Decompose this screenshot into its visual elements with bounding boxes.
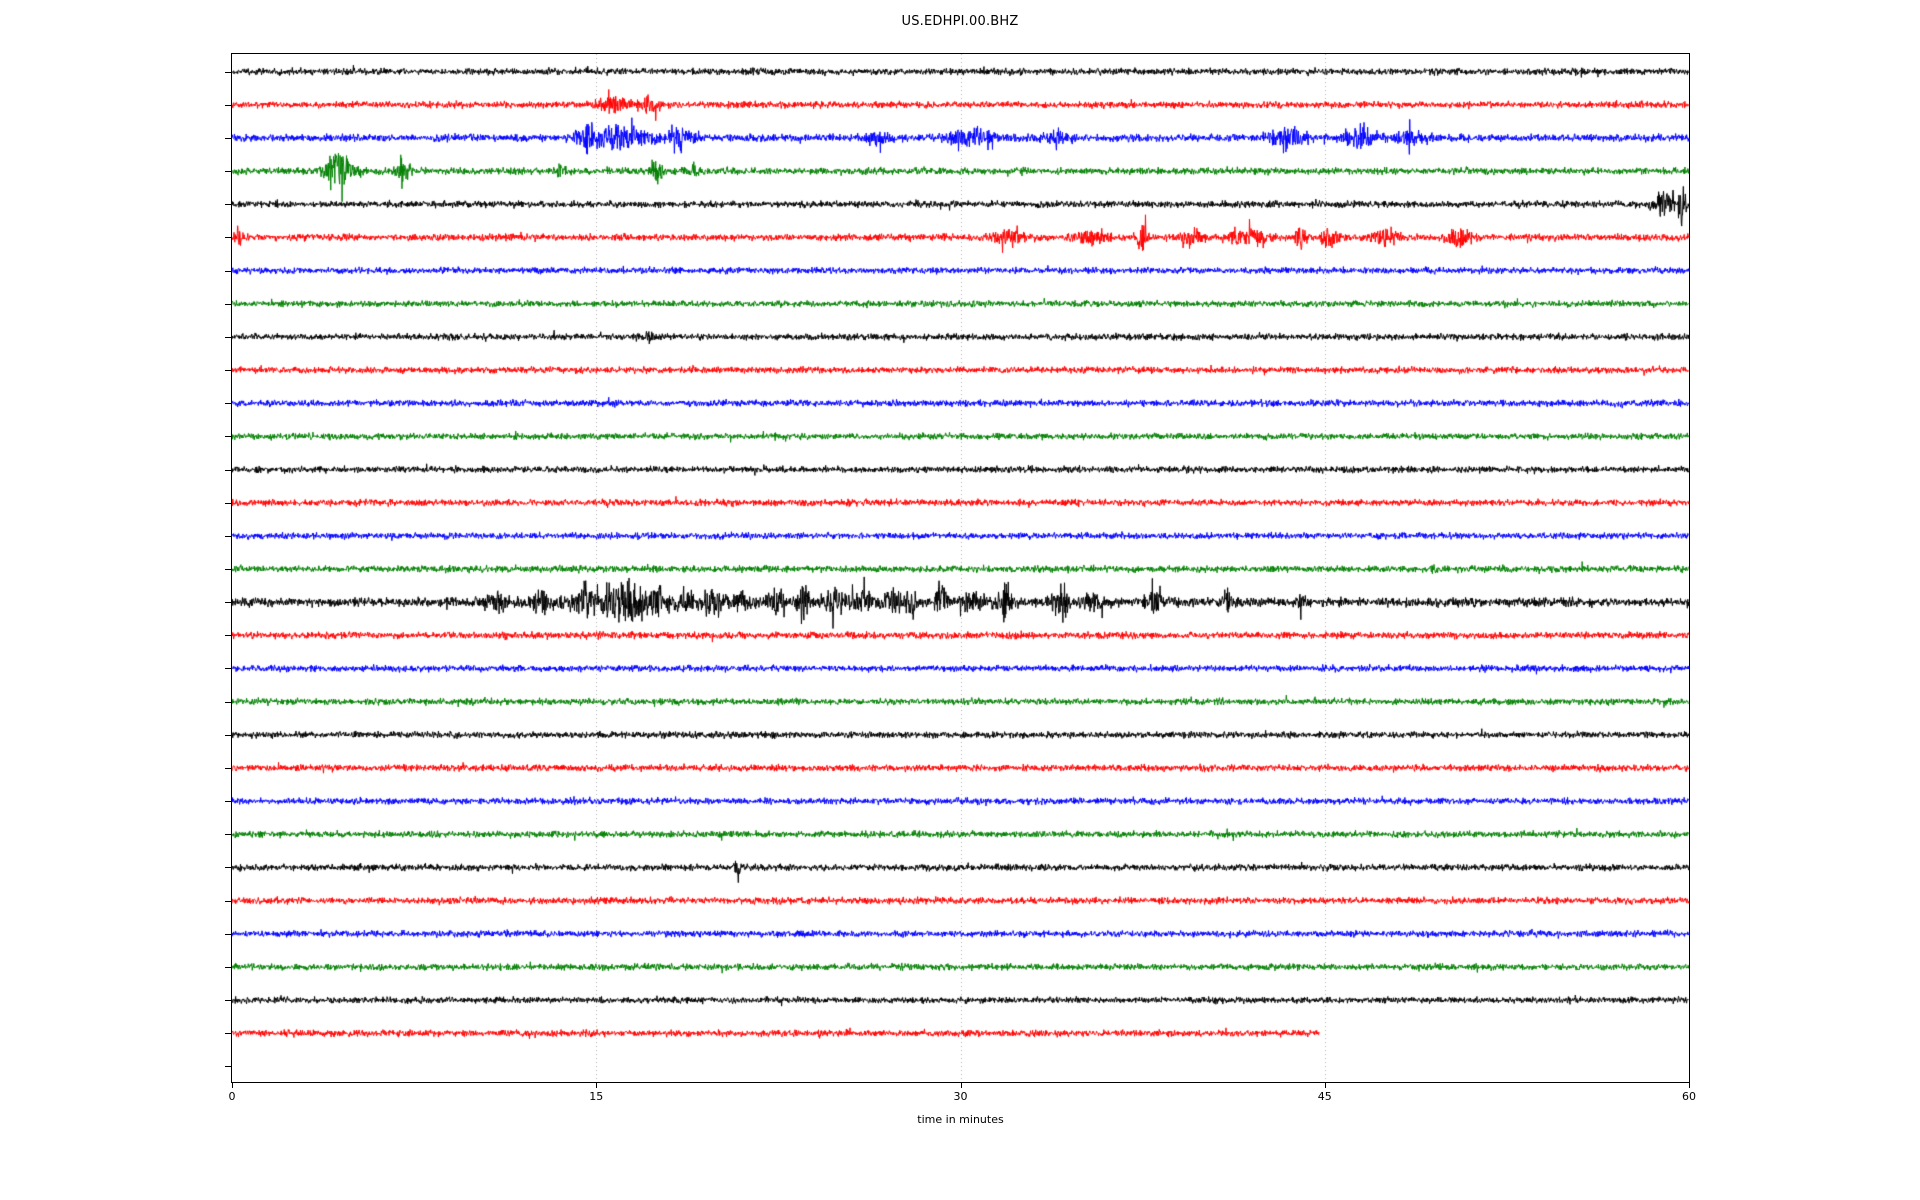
- x-axis-tick-mark: [596, 1083, 598, 1088]
- x-axis-tick-label: 15: [589, 1090, 604, 1103]
- y-axis-tick-mark: [225, 701, 231, 703]
- plot-area: [231, 53, 1690, 1083]
- y-axis-tick-mark: [225, 535, 231, 537]
- y-axis-tick-labels: 00:00:0901:00:0902:00:0903:00:0904:00:09…: [0, 0, 231, 1200]
- y-axis-tick-mark: [225, 436, 231, 438]
- y-axis-tick-mark: [225, 71, 231, 73]
- y-axis-tick-mark: [225, 270, 231, 272]
- x-axis-tick-label: 0: [228, 1090, 236, 1103]
- y-axis-tick-mark: [225, 900, 231, 902]
- y-axis-tick-mark: [225, 867, 231, 869]
- y-axis-tick-mark: [225, 1033, 231, 1035]
- x-axis-tick-mark: [1324, 1083, 1326, 1088]
- x-axis-tick-mark: [232, 1083, 233, 1088]
- y-axis-tick-mark: [225, 370, 231, 372]
- helicorder-traces-canvas: [232, 54, 1689, 1082]
- y-axis-tick-mark: [225, 933, 231, 935]
- y-axis-tick-mark: [225, 237, 231, 239]
- y-axis-tick-mark: [225, 734, 231, 736]
- x-axis-tick-label: 60: [1682, 1090, 1696, 1103]
- y-axis-tick-mark: [225, 801, 231, 803]
- x-axis-tick-label: 45: [1317, 1090, 1332, 1103]
- y-axis-tick-mark: [225, 137, 231, 139]
- y-axis-tick-mark: [225, 1066, 231, 1068]
- y-axis-tick-mark: [225, 204, 231, 206]
- x-axis-tick-mark: [1689, 1083, 1690, 1088]
- x-axis-tick-label: 30: [953, 1090, 968, 1103]
- y-axis-tick-mark: [225, 966, 231, 968]
- page-title: US.EDHPI.00.BHZ: [901, 14, 1019, 29]
- y-axis-tick-mark: [225, 767, 231, 769]
- y-axis-tick-mark: [225, 834, 231, 836]
- y-axis-tick-mark: [225, 336, 231, 338]
- y-axis-tick-mark: [225, 171, 231, 173]
- y-axis-tick-mark: [225, 1000, 231, 1002]
- y-axis-tick-mark: [225, 568, 231, 570]
- y-axis-tick-mark: [225, 602, 231, 604]
- y-axis-tick-mark: [225, 469, 231, 471]
- x-axis-tick-mark: [960, 1083, 962, 1088]
- y-axis-tick-mark: [225, 635, 231, 637]
- y-axis-tick-mark: [225, 502, 231, 504]
- y-axis-tick-mark: [225, 403, 231, 405]
- y-axis-tick-mark: [225, 303, 231, 305]
- y-axis-tick-mark: [225, 668, 231, 670]
- y-axis-tick-mark: [225, 104, 231, 106]
- x-axis-title: time in minutes: [917, 1113, 1004, 1126]
